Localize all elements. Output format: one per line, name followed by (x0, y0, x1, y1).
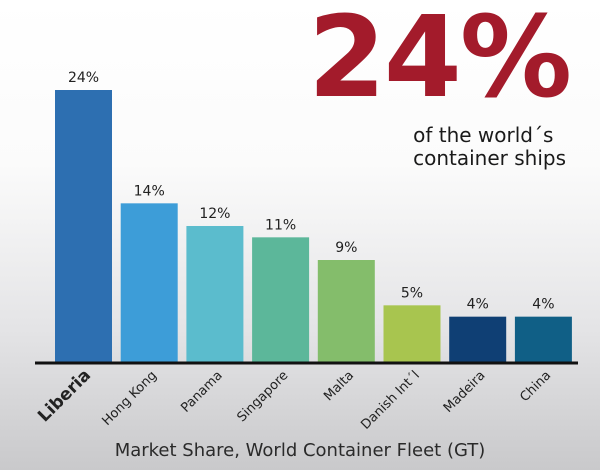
bar (514, 316, 572, 362)
bar (383, 305, 441, 362)
data-label: 5% (401, 285, 423, 301)
x-tick-label: Hong Kong (99, 368, 160, 429)
x-tick-label: Danish Int´l (358, 368, 423, 433)
data-label: 12% (199, 206, 230, 222)
x-tick-label: Madeira (441, 368, 489, 416)
x-tick-label: Singapore (234, 368, 291, 425)
x-tick-label: Malta (321, 368, 357, 404)
x-tick-label: Liberia (34, 365, 95, 426)
x-axis-title: Market Share, World Container Fleet (GT) (114, 440, 486, 461)
bar (55, 90, 112, 362)
x-tick-label: Panama (178, 368, 225, 415)
data-label: 4% (467, 297, 489, 313)
data-label: 9% (335, 240, 357, 256)
data-label: 14% (134, 183, 165, 199)
data-label: 11% (265, 217, 296, 233)
bar (252, 237, 310, 362)
bar (449, 316, 507, 362)
headline-caption-line1: of the world´s (413, 123, 554, 147)
x-tick-label: China (517, 368, 554, 405)
bar (317, 260, 375, 362)
headline-caption: of the world´s container ships (413, 124, 566, 170)
headline-value: 24% (308, 0, 572, 123)
headline-caption-line2: container ships (413, 146, 566, 170)
data-label: 4% (532, 297, 554, 313)
data-label: 24% (68, 70, 99, 86)
bar (120, 203, 178, 362)
bar (186, 226, 244, 362)
